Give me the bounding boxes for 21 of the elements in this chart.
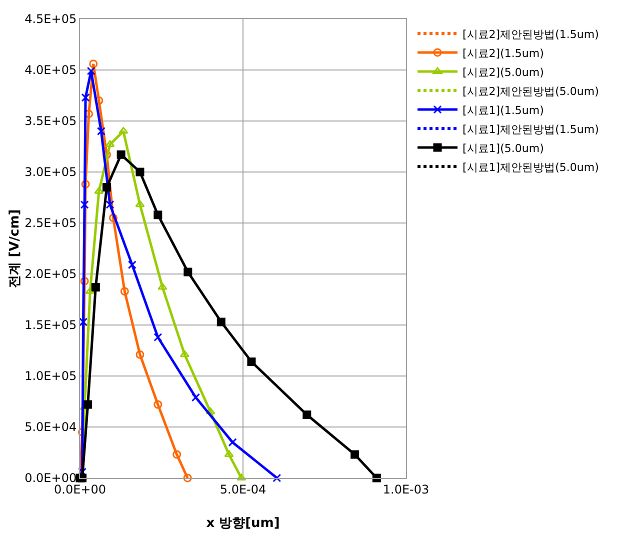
y-axis-title: 전계 [V/cm] (8, 209, 23, 288)
y-tick-label: 2.5E+05 (24, 216, 77, 230)
y-tick-label: 3.5E+05 (24, 114, 77, 128)
x-tick-label: 5.0E-04 (220, 482, 266, 496)
y-tick-label: 3.0E+05 (24, 165, 77, 180)
legend-label: [시료1](1.5um) (462, 104, 544, 117)
y-tick-label: 2.0E+05 (24, 267, 77, 282)
legend-label: [시료2]제안된방법(1.5um) (462, 28, 599, 41)
x-axis-title: x 방향[um] (206, 516, 280, 531)
legend-label: [시료2](1.5um) (462, 46, 544, 60)
y-tick-label: 1.5E+05 (24, 318, 77, 332)
y-tick-label: 4.5E+05 (24, 12, 77, 26)
legend-label: [시료1]제안된방법(1.5um) (462, 122, 599, 136)
legend-label: [시료2]제안된방법(5.0um) (462, 84, 599, 98)
legend-label: [시료2](5.0um) (462, 66, 544, 79)
y-tick-label: 5.0E+04 (24, 420, 77, 434)
legend-label: [시료1]제안된방법(5.0um) (462, 160, 599, 174)
y-tick-label: 1.0E+05 (24, 369, 77, 384)
y-tick-label: 4.0E+05 (24, 63, 77, 78)
x-tick-label: 1.0E-03 (382, 482, 430, 496)
legend-label: [시료1](5.0um) (462, 142, 544, 155)
